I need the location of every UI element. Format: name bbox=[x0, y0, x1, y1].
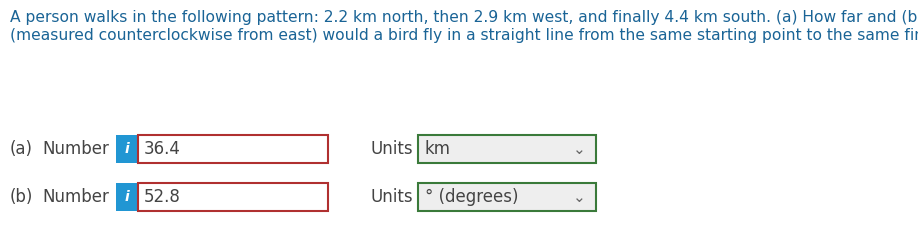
Text: (b): (b) bbox=[10, 188, 33, 206]
Text: Number: Number bbox=[42, 140, 109, 158]
Text: 52.8: 52.8 bbox=[144, 188, 181, 206]
Text: Number: Number bbox=[42, 188, 109, 206]
FancyBboxPatch shape bbox=[418, 135, 596, 163]
Text: (measured counterclockwise from east) would a bird fly in a straight line from t: (measured counterclockwise from east) wo… bbox=[10, 28, 918, 43]
Text: i: i bbox=[125, 142, 129, 156]
Text: (a): (a) bbox=[10, 140, 33, 158]
Text: ⌄: ⌄ bbox=[573, 142, 586, 156]
FancyBboxPatch shape bbox=[418, 183, 596, 211]
Text: km: km bbox=[425, 140, 451, 158]
FancyBboxPatch shape bbox=[116, 183, 138, 211]
FancyBboxPatch shape bbox=[116, 135, 138, 163]
Text: i: i bbox=[125, 190, 129, 204]
FancyBboxPatch shape bbox=[138, 135, 328, 163]
Text: ° (degrees): ° (degrees) bbox=[425, 188, 519, 206]
Text: ⌄: ⌄ bbox=[573, 189, 586, 204]
Text: A person walks in the following pattern: 2.2 km north, then 2.9 km west, and fin: A person walks in the following pattern:… bbox=[10, 10, 918, 25]
Text: Units: Units bbox=[370, 140, 412, 158]
FancyBboxPatch shape bbox=[138, 183, 328, 211]
Text: 36.4: 36.4 bbox=[144, 140, 181, 158]
Text: Units: Units bbox=[370, 188, 412, 206]
